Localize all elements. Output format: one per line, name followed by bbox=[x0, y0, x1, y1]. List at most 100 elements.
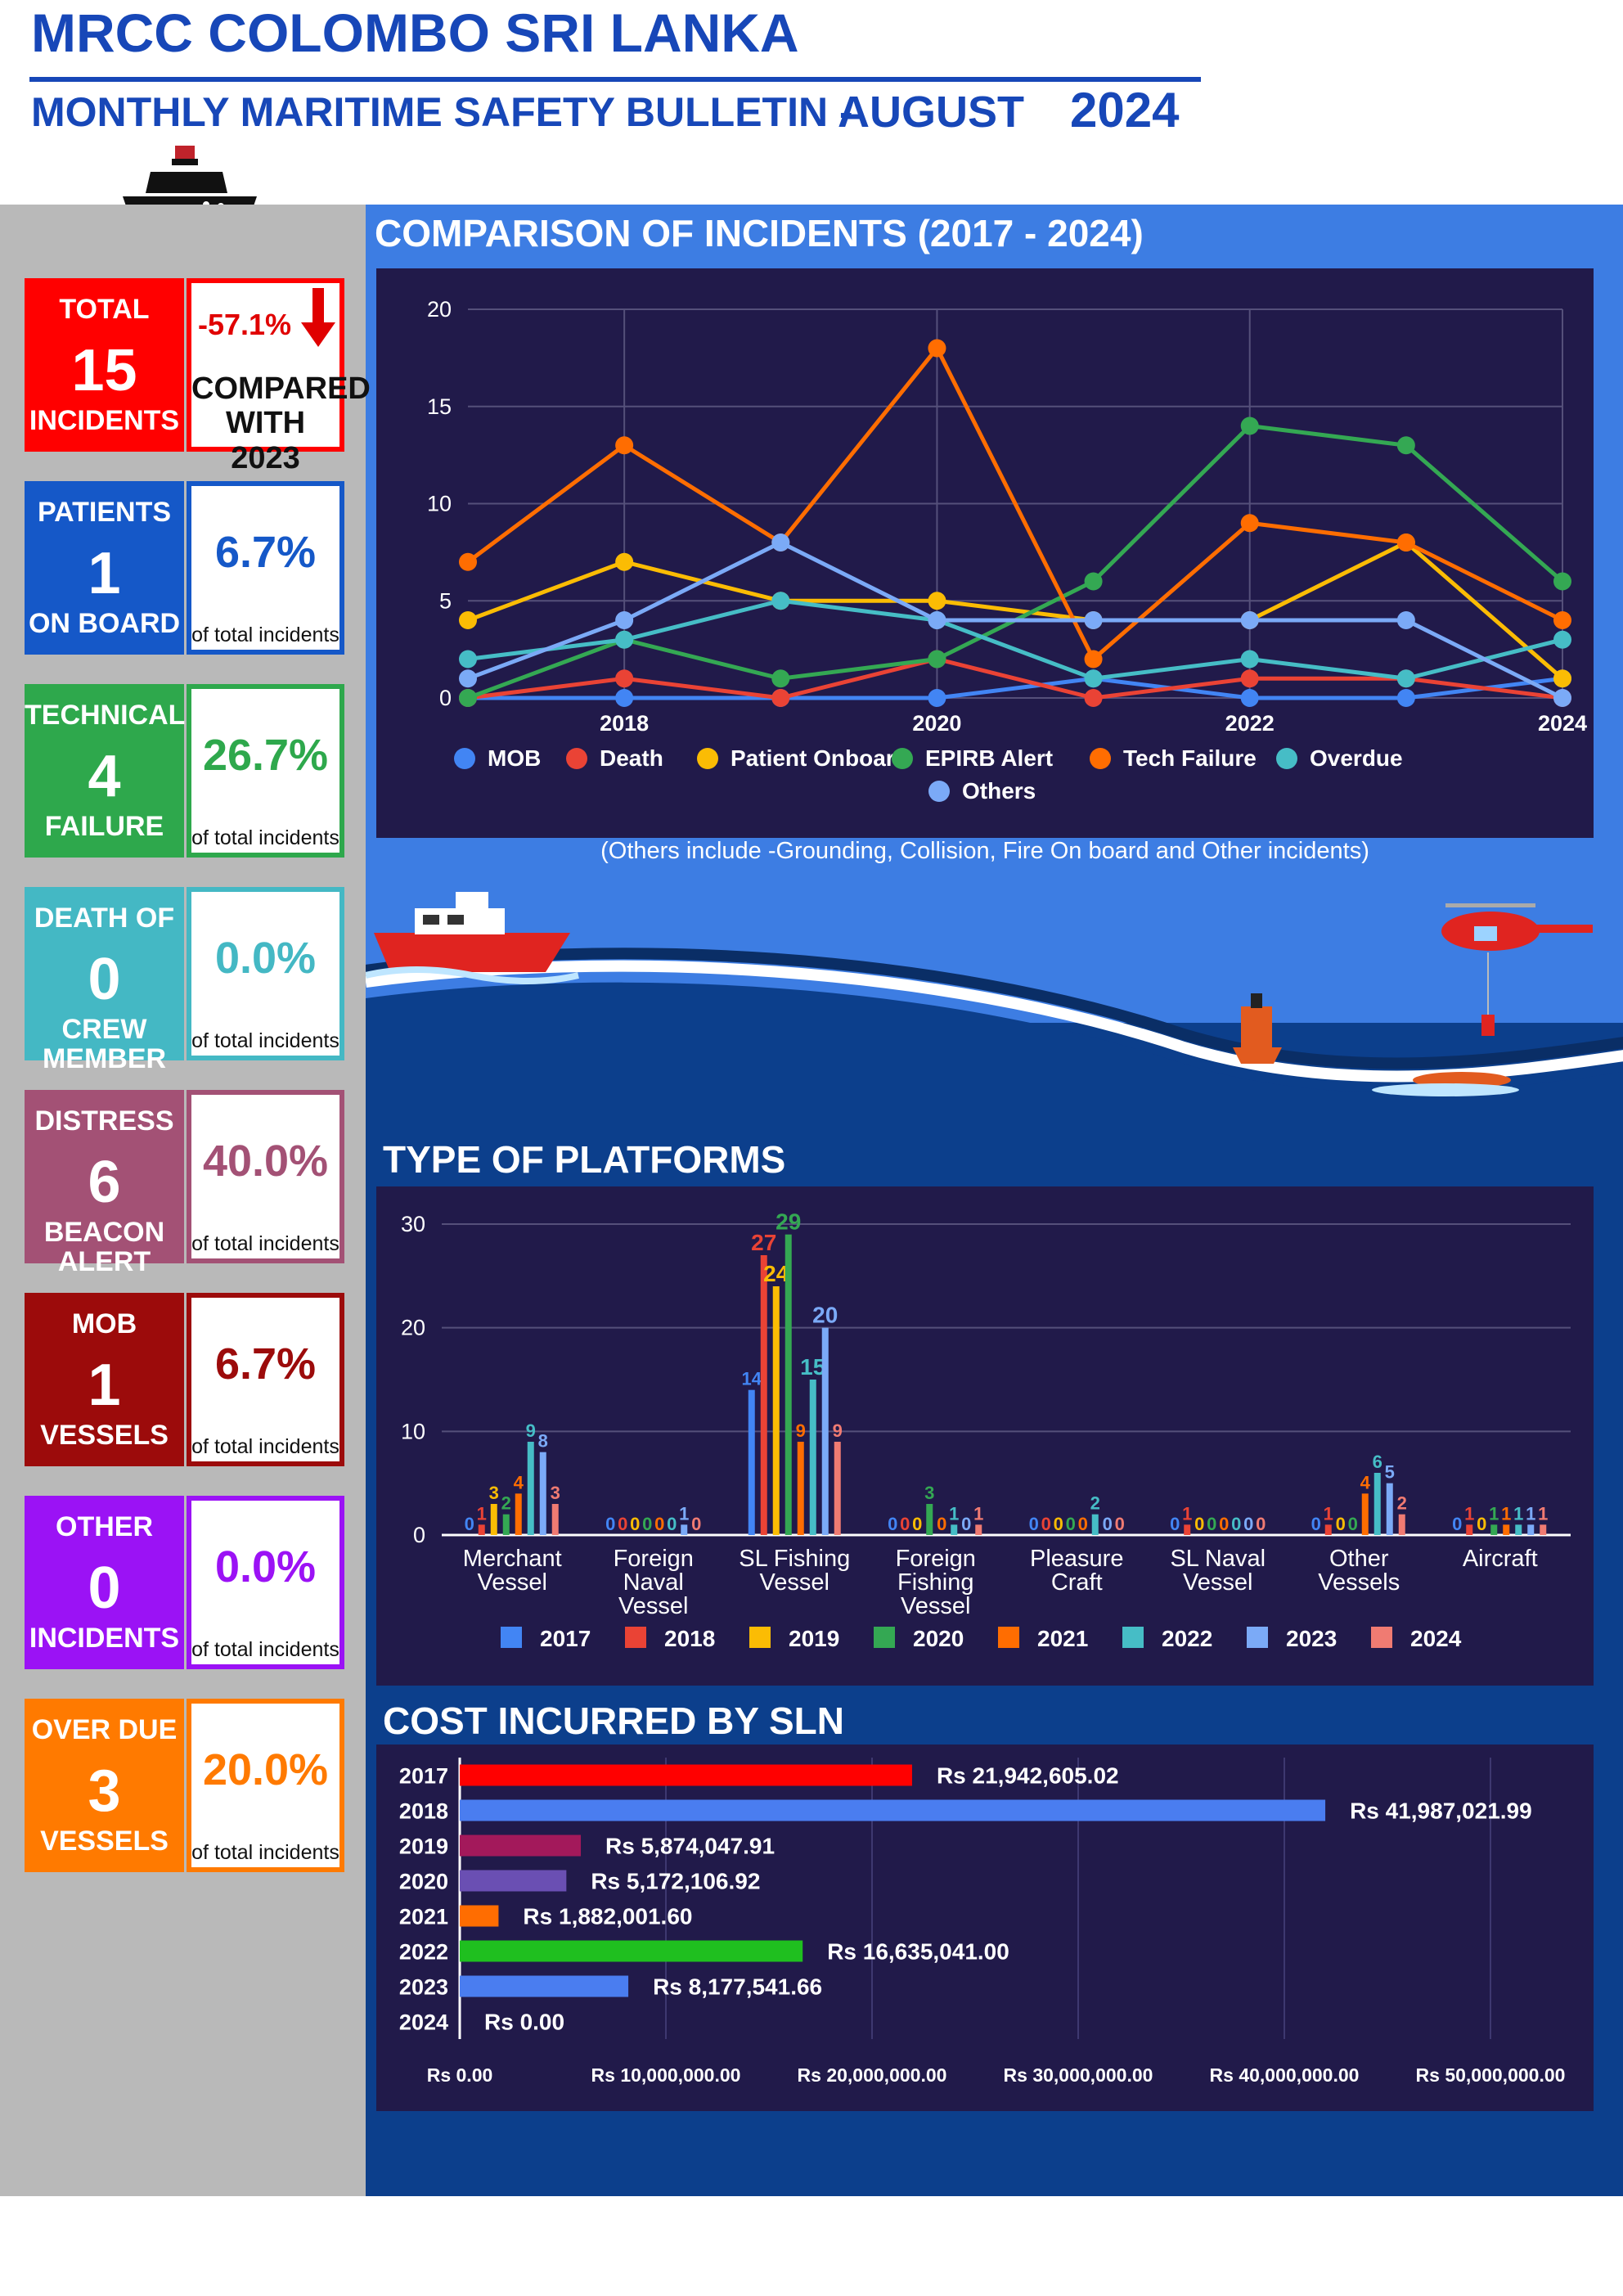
kpi-card-6: OTHER 0 INCIDENTS bbox=[25, 1496, 184, 1669]
category-label: Fishing bbox=[897, 1569, 974, 1596]
data-point bbox=[928, 611, 946, 629]
bar-value-label: 9 bbox=[796, 1420, 806, 1441]
bar bbox=[1515, 1524, 1522, 1535]
bar bbox=[1184, 1524, 1191, 1535]
kpi-card-1: PATIENTS 1 ON BOARD bbox=[25, 481, 184, 655]
category-label: Vessel bbox=[478, 1569, 547, 1596]
kpi-change-label-2: WITH 2023 bbox=[225, 406, 306, 475]
bar-value-label: 4 bbox=[514, 1472, 524, 1492]
kpi-label-bottom: INCIDENTS bbox=[29, 1623, 180, 1654]
kpi-percent-value: 6.7% bbox=[214, 528, 317, 577]
bar-value-label: 9 bbox=[526, 1420, 536, 1441]
kpi-percent-box-1: 6.7% of total incidents bbox=[187, 481, 344, 655]
bulletin-year: 2024 bbox=[1070, 83, 1180, 137]
bar bbox=[515, 1493, 522, 1535]
bar bbox=[1398, 1514, 1405, 1535]
kpi-percent-caption: of total incidents bbox=[191, 1841, 339, 1864]
legend-label: Death bbox=[600, 745, 663, 771]
bar-value-label: 3 bbox=[924, 1483, 934, 1503]
bar-value-label: 1 bbox=[1513, 1503, 1523, 1524]
bar bbox=[551, 1504, 559, 1535]
legend-swatch bbox=[454, 748, 475, 769]
category-label: Vessels bbox=[1318, 1569, 1400, 1596]
data-point bbox=[771, 592, 790, 610]
legend-label: 2024 bbox=[1410, 1626, 1462, 1651]
platforms-title: TYPE OF PLATFORMS bbox=[383, 1138, 786, 1181]
data-point bbox=[1240, 650, 1259, 669]
data-point bbox=[771, 689, 790, 707]
category-label: SL Fishing bbox=[739, 1546, 850, 1572]
x-tick-label: Rs 30,000,000.00 bbox=[1004, 2064, 1153, 2086]
kpi-label-top: DEATH OF bbox=[34, 903, 175, 934]
kpi-percent-caption: of total incidents bbox=[191, 1435, 339, 1458]
comparison-line-chart: 0 5 10 15 20 2018 2020 2022 2024 MOB Death Patient … bbox=[427, 297, 1587, 804]
legend-label: 2023 bbox=[1286, 1626, 1337, 1651]
data-point bbox=[459, 552, 477, 571]
bar-value-label: 0 bbox=[605, 1514, 615, 1534]
kpi-percent-caption: of total incidents bbox=[191, 624, 339, 646]
kpi-card-7: OVER DUE 3 VESSELS bbox=[25, 1699, 184, 1872]
cost-bar bbox=[460, 1870, 567, 1892]
category-label: Vessel bbox=[1183, 1569, 1252, 1596]
bar bbox=[797, 1442, 804, 1535]
comparison-note: (Others include -Grounding, Collision, F… bbox=[600, 838, 1369, 864]
bar-value-label: 1 bbox=[949, 1503, 959, 1524]
legend-label: 2022 bbox=[1162, 1626, 1212, 1651]
data-point bbox=[1553, 630, 1571, 649]
category-label: 2018 bbox=[399, 1799, 448, 1824]
bar bbox=[527, 1442, 534, 1535]
kpi-percent-value: 0.0% bbox=[214, 1542, 317, 1591]
bar bbox=[539, 1452, 546, 1535]
bar-value-label: 0 bbox=[654, 1514, 664, 1534]
x-tick-label: Rs 40,000,000.00 bbox=[1210, 2064, 1360, 2086]
bar-value-label: 5 bbox=[1385, 1462, 1395, 1483]
comparison-chart-box: 0 5 10 15 20 2018 2020 2022 2024 MOB Death Patient … bbox=[376, 268, 1594, 838]
bar-value-label: 9 bbox=[833, 1420, 843, 1441]
category-label: 2022 bbox=[399, 1940, 448, 1965]
bar-value-label: 3 bbox=[489, 1483, 499, 1503]
kpi-value: 0 bbox=[88, 947, 121, 1012]
cost-chart-box: Rs 0.00 Rs 10,000,000.00 Rs 20,000,000.00 R… bbox=[376, 1745, 1594, 2111]
bar-value-label: 0 bbox=[1219, 1514, 1229, 1534]
legend-swatch bbox=[566, 748, 587, 769]
bar-value-label: 1 bbox=[1324, 1503, 1333, 1524]
kpi-percent-caption: of total incidents bbox=[191, 1638, 339, 1661]
legend-label: Overdue bbox=[1310, 745, 1403, 771]
category-label: 2021 bbox=[399, 1905, 448, 1929]
y-tick-label: 15 bbox=[427, 394, 452, 419]
category-label: Naval bbox=[623, 1569, 684, 1596]
data-point bbox=[1396, 669, 1415, 688]
bulletin-month: AUGUST bbox=[838, 88, 1024, 137]
kpi-label-top: OTHER bbox=[56, 1511, 153, 1542]
data-point bbox=[771, 533, 790, 551]
kpi-label-bottom: ON BOARD bbox=[28, 608, 181, 639]
kpi-percent-caption: of total incidents bbox=[191, 826, 339, 849]
platforms-chart-box: 0 10 20 30 0 1 3 2 4 9 8 3 Merchant Vessel 0 0 0 0 0 0 1 0 For… bbox=[376, 1186, 1594, 1686]
x-tick-label: 2022 bbox=[1225, 711, 1275, 736]
data-point bbox=[615, 689, 634, 707]
bar bbox=[490, 1504, 497, 1535]
category-label: Craft bbox=[1051, 1569, 1103, 1596]
kpi-card-0: TOTAL 15 INCIDENTS bbox=[25, 278, 184, 452]
bar-value-label: 0 bbox=[1477, 1514, 1486, 1534]
y-tick-label: 10 bbox=[427, 492, 452, 516]
kpi-percent-value: 20.0% bbox=[202, 1745, 329, 1794]
bar bbox=[1490, 1524, 1498, 1535]
kpi-label-top: MOB bbox=[71, 1308, 137, 1339]
rescue-boat-icon bbox=[366, 892, 579, 984]
kpi-label-top: TECHNICAL bbox=[25, 700, 186, 731]
series-line bbox=[467, 656, 1563, 700]
y-tick-label: 5 bbox=[439, 588, 452, 613]
bar-value-label: 0 bbox=[1029, 1514, 1039, 1534]
bar bbox=[748, 1389, 755, 1535]
data-point bbox=[1553, 689, 1571, 707]
bar-value-label: 0 bbox=[1041, 1514, 1051, 1534]
bar-value-label: 20 bbox=[812, 1303, 838, 1328]
cost-bar bbox=[460, 1905, 499, 1927]
data-point bbox=[1084, 572, 1103, 591]
data-point bbox=[1396, 689, 1415, 707]
legend-label: 2020 bbox=[913, 1626, 964, 1651]
y-tick-label: 0 bbox=[413, 1523, 425, 1547]
y-tick-label: 10 bbox=[401, 1419, 425, 1443]
